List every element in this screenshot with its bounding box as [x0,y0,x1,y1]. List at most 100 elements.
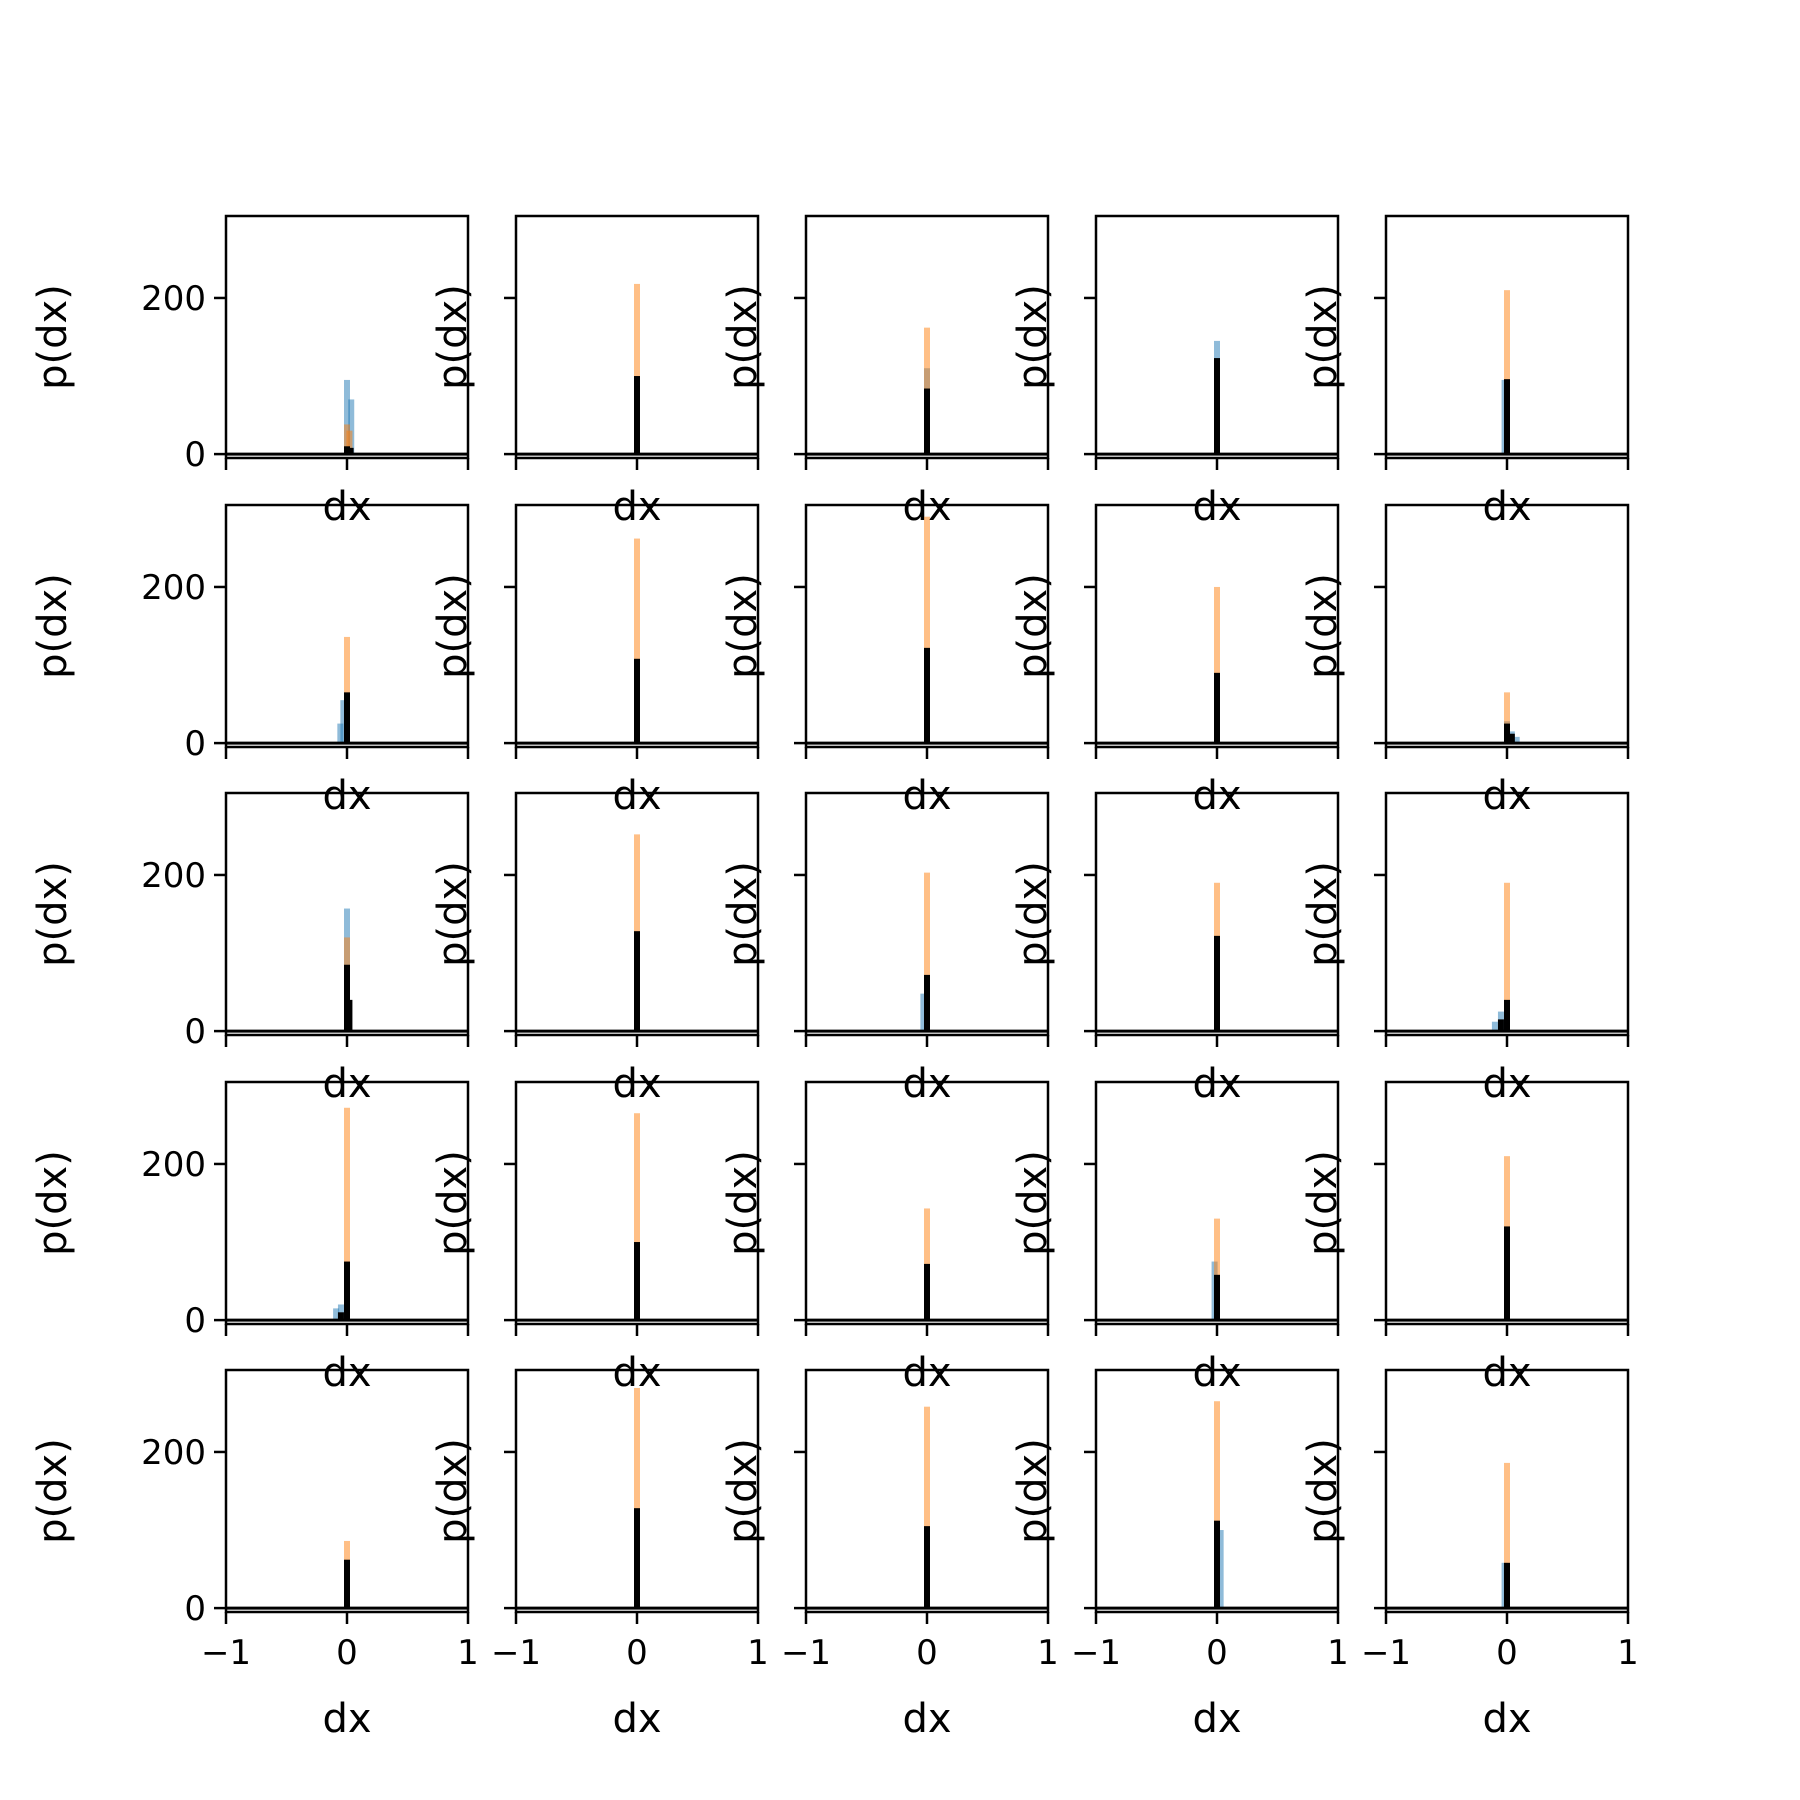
y-axis-label: p(dx) [1010,1150,1056,1256]
bars [806,872,1048,1033]
orange-bar [1504,1462,1510,1609]
y-tick-label: 0 [184,724,206,764]
x-axis-label: dx [902,1696,951,1742]
subplot-r3-c4: p(dx) dx [1300,1080,1630,1396]
x-axis-label: dx [612,1696,661,1742]
black-bar [1497,1019,1504,1032]
subplot-r4-c4: −1 0 1 p(dx) dx [1300,1368,1639,1742]
orange-bar [1504,692,1510,744]
bars [516,1113,758,1322]
subplot-r2-c2: p(dx) dx [720,791,1050,1107]
x-tick-label: 0 [1496,1633,1518,1673]
x-axis-label: dx [322,1061,371,1107]
orange-bar [634,1387,640,1609]
black-bar [1214,672,1220,744]
x-tick-label: −1 [1071,1633,1121,1673]
orange-bar [1214,1218,1220,1321]
x-axis-label: dx [1192,484,1241,530]
black-bar [924,647,930,744]
y-axis-label: p(dx) [30,1150,76,1256]
y-axis-label: p(dx) [1300,284,1346,390]
x-tick-label: 1 [1327,1633,1349,1673]
blue-bar [344,379,350,455]
x-axis-label: dx [322,1696,371,1742]
x-axis-label: dx [322,773,371,819]
bars [1386,1156,1628,1322]
bars [516,538,758,745]
black-bar [634,1508,640,1609]
y-tick-label: 0 [184,435,206,475]
black-bar [1214,1274,1220,1321]
bars [226,379,468,456]
x-axis-label: dx [1482,1350,1531,1396]
subplot-r0-c0: 0 200 p(dx) dx [30,214,470,530]
black-bar [1504,1226,1510,1321]
subplot-r0-c1: p(dx) dx [430,214,760,530]
subplot-r1-c1: p(dx) dx [430,503,760,819]
bars [226,636,468,745]
subplot-r0-c4: p(dx) dx [1300,214,1630,530]
x-axis-label: dx [322,484,371,530]
x-axis-label: dx [1482,1696,1531,1742]
x-tick-label: 1 [457,1633,479,1673]
subplot-r2-c1: p(dx) dx [430,791,760,1107]
blue-bar [337,723,344,744]
subplot-r3-c0: 0 200 p(dx) dx [30,1080,470,1396]
y-axis-label: p(dx) [1300,1438,1346,1544]
x-axis-label: dx [1192,773,1241,819]
bars [1096,1401,1338,1610]
y-tick-label: 0 [184,1589,206,1629]
black-bar [344,692,350,744]
black-bar [1504,379,1510,455]
subplot-r4-c2: −1 0 1 p(dx) dx [720,1368,1059,1742]
x-axis-label: dx [1482,773,1531,819]
black-bar [1508,733,1515,744]
y-tick-label: 0 [184,1012,206,1052]
bars [806,1208,1048,1322]
black-bar [337,1312,344,1321]
black-bar [1214,358,1220,455]
y-axis-label: p(dx) [720,1150,766,1256]
black-bar [344,446,350,455]
y-axis-label: p(dx) [720,284,766,390]
blue-bar [333,1308,340,1321]
subplot-r0-c3: p(dx) dx [1010,214,1340,530]
orange-bar [634,538,640,744]
subplot-r3-c2: p(dx) dx [720,1080,1050,1396]
subplot-r1-c2: p(dx) dx [720,503,1050,819]
blue-bar [340,700,347,744]
bars [1096,586,1338,745]
x-axis-label: dx [1192,1350,1241,1396]
x-axis-label: dx [1192,1696,1241,1742]
y-axis-label: p(dx) [1010,861,1056,967]
x-tick-label: 0 [916,1633,938,1673]
x-axis-label: dx [1482,484,1531,530]
subplot-r2-c3: p(dx) dx [1010,791,1340,1107]
x-tick-label: −1 [781,1633,831,1673]
subplot-r3-c3: p(dx) dx [1010,1080,1340,1396]
blue-bar [1513,736,1520,744]
x-tick-label: 1 [1617,1633,1639,1673]
bars [516,283,758,456]
y-axis-label: p(dx) [720,573,766,679]
orange-bar [924,872,930,1032]
bars [226,1107,468,1322]
x-axis-label: dx [612,1061,661,1107]
black-bar [1504,999,1510,1032]
y-axis-label: p(dx) [430,1150,476,1256]
y-axis-label: p(dx) [430,1438,476,1544]
orange-bar [346,430,353,455]
black-bar [1214,935,1220,1032]
black-bar [924,1263,930,1321]
x-tick-label: −1 [1361,1633,1411,1673]
subplot-r1-c4: p(dx) dx [1300,503,1630,819]
y-tick-label: 200 [141,1145,206,1185]
subplot-r2-c0: 0 200 p(dx) dx [30,791,470,1107]
subplot-r3-c1: p(dx)dx [430,1080,760,1396]
bars [1096,1218,1338,1322]
orange-bar [1504,290,1510,455]
subplot-r4-c1: −1 0 1 p(dx) dx [430,1368,769,1742]
bars [1386,1462,1628,1610]
y-axis-label: p(dx) [430,284,476,390]
